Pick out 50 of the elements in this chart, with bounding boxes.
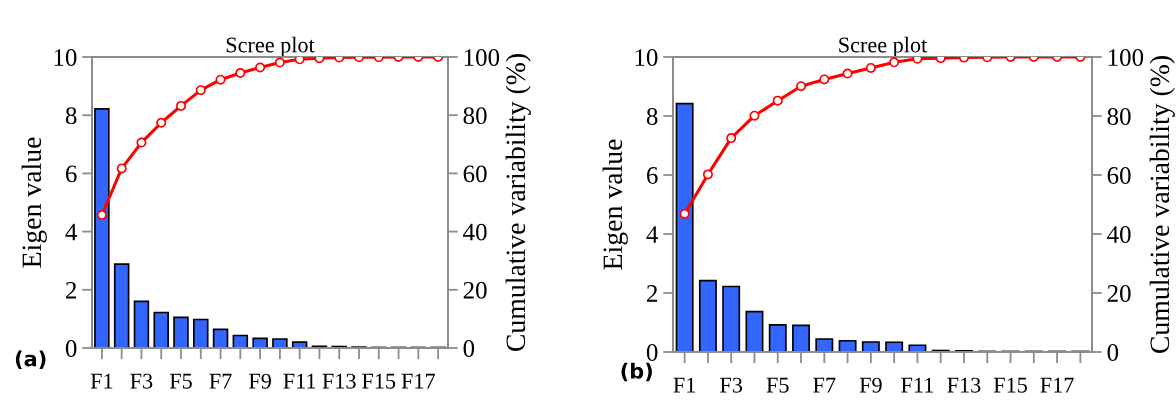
y2-tick-label: 60 [463,165,487,183]
x-tick-label: F5 [766,377,789,393]
chart-title: Scree plot [226,36,315,57]
y-tick-label: 0 [646,344,658,361]
x-tick-label: F7 [813,377,836,393]
y-axis-title: Eigen value [602,139,628,270]
x-tick-label: F11 [283,373,316,389]
y2-tick-label: 80 [463,107,487,125]
x-tick-label: F17 [401,373,435,389]
y-tick-label: 8 [646,108,658,125]
x-tick-label: F3 [130,373,153,389]
y-tick-label: 4 [65,223,78,241]
chart-title: Scree plot [839,36,928,57]
x-tick-label: F13 [322,373,356,389]
y-tick-label: 6 [646,167,658,184]
y-tick-label: 2 [66,281,77,299]
y2-tick-label: 40 [463,223,487,241]
y-tick-label: 6 [65,165,77,183]
y2-tick-label: 0 [463,340,475,357]
y-axis-title: Eigen value [21,137,47,268]
x-tick-label: F15 [362,373,396,389]
y2-tick-label: 20 [463,281,487,299]
y-tick-label: 0 [65,340,77,357]
text: (b) [621,362,652,382]
x-tick-label: F9 [859,377,882,393]
y-tick-label: 8 [65,107,77,125]
y2-axis-title: Cumulative variability (%) [505,54,531,352]
x-tick-label: F15 [993,377,1027,393]
y2-tick-label: 40 [1107,226,1131,243]
y2-tick-label: 100 [1108,49,1144,66]
text: (a) [15,350,46,370]
y2-tick-label: 20 [1107,285,1131,302]
x-tick-label: F1 [673,377,696,393]
x-tick-label: F3 [720,377,743,393]
y2-tick-label: 100 [464,49,500,66]
x-tick-label: F11 [901,377,933,393]
y-tick-label: 10 [635,49,658,66]
y-tick-label: 4 [646,226,659,243]
x-tick-label: F5 [169,373,192,389]
x-tick-label: F9 [249,373,271,389]
x-tick-label: F17 [1040,377,1074,393]
y2-tick-label: 80 [1107,108,1131,125]
x-tick-label: F1 [90,373,113,389]
y2-tick-label: 60 [1107,167,1131,184]
y-tick-label: 10 [54,49,77,66]
y2-tick-label: 0 [1107,344,1119,361]
y2-axis-title: Cumulative variability (%) [1149,56,1175,354]
y-tick-label: 2 [647,285,658,302]
x-tick-label: F13 [947,377,981,393]
x-tick-label: F7 [209,373,232,389]
